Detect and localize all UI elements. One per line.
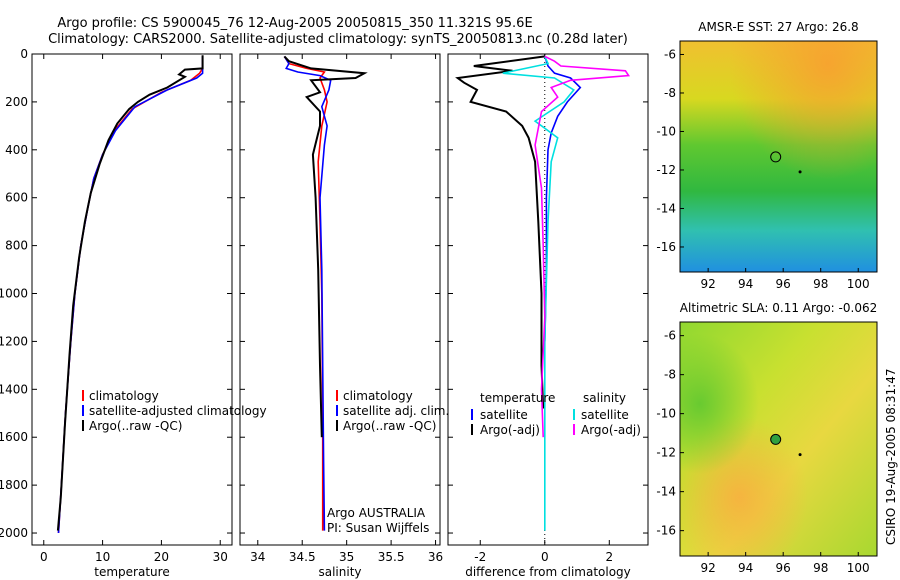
map-panel-sst: AMSR-E SST: 27 Argo: 26.8 92 94 96 98 100 -6 -8… xyxy=(656,20,878,291)
series-line-temperature-1 xyxy=(57,56,204,534)
map-y-tick-label: -16 xyxy=(656,240,676,254)
map-x-tick-label: 98 xyxy=(813,277,828,291)
y-tick-label: 2000 xyxy=(0,526,28,540)
argo-location-marker xyxy=(770,151,782,163)
map-y-tick-label: -12 xyxy=(656,446,676,460)
map-y-tick-label: -6 xyxy=(664,47,676,61)
map-frame xyxy=(679,40,878,273)
satellite-maps: AMSR-E SST: 27 Argo: 26.8 92 94 96 98 100 -6 -8… xyxy=(656,20,878,575)
legend-label: satellite xyxy=(480,408,528,422)
x-axis-label: temperature xyxy=(94,565,169,579)
profile-charts: 0 10 20 30temperature0200400600800100012001… xyxy=(0,47,649,579)
x-tick-label: 2 xyxy=(605,550,613,564)
y-tick-label: 800 xyxy=(5,239,28,253)
x-tick-label: 0 xyxy=(541,550,549,564)
x-tick-label: 34.5 xyxy=(289,550,316,564)
x-tick-label: 35 xyxy=(339,550,354,564)
x-tick-label: 0 xyxy=(40,550,48,564)
figure-title-line1: Argo profile: CS 5900045_76 12-Aug-2005 … xyxy=(57,16,532,31)
map-x-tick-label: 92 xyxy=(701,561,716,575)
map-y-tick-label: -10 xyxy=(656,124,676,138)
chart-panel-salinity: 34 34.5 35 35.5 36 salinity climatologysatelli… xyxy=(239,53,449,579)
y-tick-label: 400 xyxy=(5,143,28,157)
series-line-difference-2 xyxy=(502,56,575,531)
plot-frame xyxy=(31,53,233,546)
legend-title-salinity: salinity xyxy=(583,391,626,405)
y-tick-label: 1800 xyxy=(0,478,28,492)
y-tick-label: 1200 xyxy=(0,334,28,348)
x-tick-label: 30 xyxy=(213,550,228,564)
legend-label: Argo(-adj) xyxy=(480,423,540,437)
x-tick-label: 36 xyxy=(428,550,443,564)
map-x-tick-label: 98 xyxy=(813,561,828,575)
legend-label: climatology xyxy=(89,389,159,403)
legend-label: Argo(..raw -QC) xyxy=(343,419,436,433)
map-y-tick-label: -16 xyxy=(656,524,676,538)
map-frame xyxy=(679,321,878,557)
y-tick-label: 0 xyxy=(20,47,28,61)
y-tick-label: 1400 xyxy=(0,382,28,396)
map-y-tick-label: -8 xyxy=(664,368,676,382)
y-tick-label: 600 xyxy=(5,191,28,205)
chart-panel-temperature: 0 10 20 30 temperature 0 200 400 600 800 1000 1200 1… xyxy=(0,47,267,579)
annotation-text: PI: Susan Wijffels xyxy=(327,521,429,535)
argo-track-point xyxy=(798,453,802,457)
map-title: AMSR-E SST: 27 Argo: 26.8 xyxy=(698,20,858,34)
series-line-temperature-0 xyxy=(57,56,204,534)
map-y-tick-label: -10 xyxy=(656,407,676,421)
map-x-tick-label: 96 xyxy=(776,277,791,291)
series-line-temperature-2 xyxy=(56,55,204,531)
series-line-salinity-2 xyxy=(283,55,368,438)
argo-location-marker xyxy=(770,433,782,445)
legend-label: climatology xyxy=(343,389,413,403)
series-line-difference-1 xyxy=(455,55,545,409)
series-line-difference-3 xyxy=(534,55,631,438)
figure-title-line2: Climatology: CARS2000. Satellite-adjuste… xyxy=(48,32,628,47)
x-tick-label: 35.5 xyxy=(378,550,405,564)
y-tick-label: 200 xyxy=(5,95,28,109)
plot-frame xyxy=(447,53,649,546)
map-y-tick-label: -6 xyxy=(664,329,676,343)
footer-credit: CSIRO 19-Aug-2005 08:31:47 xyxy=(884,369,898,545)
series-line-difference-0 xyxy=(544,56,582,342)
x-axis-label: difference from climatology xyxy=(465,565,631,579)
map-x-tick-label: 94 xyxy=(738,561,753,575)
map-panel-sla: Altimetric SLA: 0.11 Argo: -0.062 92 94 96 9… xyxy=(656,301,878,575)
legend-label: satellite-adjusted climatology xyxy=(89,404,267,418)
map-x-tick-label: 100 xyxy=(847,561,870,575)
series-line-salinity-1 xyxy=(283,55,332,531)
x-axis-label: salinity xyxy=(318,565,361,579)
map-y-tick-label: -14 xyxy=(656,485,676,499)
map-x-tick-label: 92 xyxy=(701,277,716,291)
x-tick-label: 10 xyxy=(95,550,110,564)
legend-title-temperature: temperature xyxy=(480,391,555,405)
annotation-text: Argo AUSTRALIA xyxy=(327,506,426,520)
map-y-tick-label: -12 xyxy=(656,163,676,177)
map-x-tick-label: 96 xyxy=(776,561,791,575)
series-line-salinity-0 xyxy=(283,55,328,531)
y-tick-label: 1000 xyxy=(0,287,28,301)
y-tick-label: 1600 xyxy=(0,430,28,444)
argo-track-point xyxy=(798,170,802,174)
legend-label: Argo(..raw -QC) xyxy=(89,419,182,433)
plot-frame xyxy=(239,53,441,546)
legend-label: satellite xyxy=(581,408,629,422)
legend-label: satellite adj. clim. xyxy=(343,404,449,418)
map-field-overlay xyxy=(680,41,877,272)
x-tick-label: 20 xyxy=(154,550,169,564)
legend-label: Argo(-adj) xyxy=(581,423,641,437)
map-x-tick-label: 100 xyxy=(847,277,870,291)
x-tick-label: 34 xyxy=(250,550,265,564)
map-x-tick-label: 94 xyxy=(738,277,753,291)
map-y-tick-label: -14 xyxy=(656,201,676,215)
x-tick-label: -2 xyxy=(474,550,486,564)
map-y-tick-label: -8 xyxy=(664,86,676,100)
map-title: Altimetric SLA: 0.11 Argo: -0.062 xyxy=(680,301,877,315)
